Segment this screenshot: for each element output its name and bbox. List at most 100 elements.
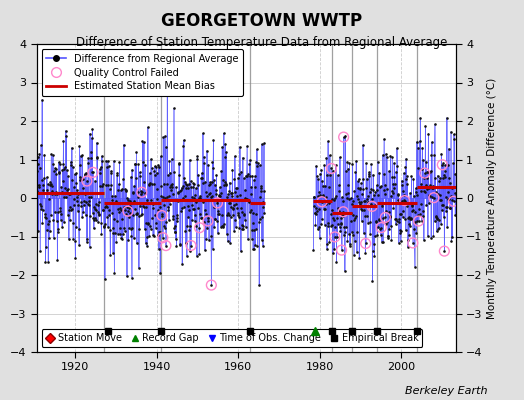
Point	[230, 176, 238, 183]
Point	[47, 212, 55, 218]
Point	[390, 160, 398, 166]
Point	[245, 209, 254, 216]
Point	[203, 215, 212, 221]
Point	[386, 213, 394, 219]
Point	[126, 225, 135, 232]
Point	[110, 216, 118, 222]
Point	[234, 175, 242, 181]
Point	[351, 215, 359, 222]
Point	[317, 166, 325, 173]
Point	[100, 276, 108, 282]
Point	[400, 197, 409, 203]
Point	[436, 197, 445, 203]
Point	[61, 185, 69, 191]
Point	[237, 248, 245, 255]
Point	[43, 180, 52, 187]
Point	[395, 219, 403, 225]
Point	[166, 170, 174, 176]
Point	[445, 174, 454, 181]
Point	[84, 197, 93, 204]
Point	[118, 186, 127, 192]
Point	[98, 183, 106, 189]
Point	[394, 192, 402, 199]
Point	[400, 197, 409, 204]
Point	[220, 220, 228, 227]
Point	[147, 156, 155, 162]
Point	[41, 244, 50, 250]
Point	[145, 181, 153, 188]
Point	[406, 216, 414, 223]
Point	[115, 209, 123, 215]
Point	[443, 203, 452, 210]
Point	[338, 212, 346, 218]
Point	[80, 191, 89, 197]
Point	[161, 133, 169, 139]
Point	[353, 184, 362, 191]
Point	[31, 206, 40, 213]
Point	[384, 232, 392, 239]
Point	[446, 205, 455, 211]
Point	[74, 226, 83, 232]
Point	[189, 184, 197, 191]
Point	[51, 190, 60, 197]
Point	[125, 214, 134, 220]
Point	[414, 165, 422, 172]
Point	[349, 232, 357, 238]
Point	[403, 203, 411, 210]
Point	[72, 198, 81, 204]
Point	[450, 136, 458, 142]
Point	[389, 181, 397, 187]
Point	[36, 201, 45, 207]
Point	[215, 210, 223, 217]
Point	[405, 232, 413, 238]
Point	[97, 231, 106, 237]
Point	[144, 219, 152, 226]
Point	[335, 188, 343, 194]
Point	[185, 180, 193, 187]
Point	[359, 176, 367, 182]
Point	[85, 202, 93, 208]
Point	[101, 221, 110, 228]
Point	[345, 160, 354, 166]
Point	[417, 188, 425, 194]
Point	[58, 224, 67, 230]
Point	[87, 155, 95, 161]
Point	[177, 187, 185, 193]
Point	[162, 242, 170, 249]
Point	[429, 182, 437, 189]
Point	[142, 220, 150, 226]
Point	[382, 150, 390, 157]
Point	[238, 208, 246, 215]
Point	[387, 223, 395, 230]
Point	[62, 132, 70, 139]
Point	[214, 211, 222, 218]
Point	[124, 237, 133, 243]
Point	[336, 228, 344, 235]
Point	[169, 191, 177, 198]
Point	[408, 208, 417, 214]
Point	[166, 201, 174, 208]
Point	[116, 230, 124, 237]
Point	[199, 130, 207, 137]
Point	[108, 193, 116, 200]
Point	[167, 197, 176, 204]
Point	[138, 189, 146, 196]
Point	[199, 180, 208, 187]
Point	[38, 96, 46, 103]
Point	[163, 204, 172, 210]
Point	[353, 229, 362, 236]
Point	[450, 131, 458, 138]
Point	[110, 269, 118, 276]
Point	[124, 208, 132, 214]
Point	[333, 233, 341, 240]
Point	[222, 182, 230, 188]
Point	[223, 238, 232, 245]
Point	[183, 182, 191, 188]
Point	[428, 184, 436, 191]
Point	[417, 181, 425, 187]
Point	[206, 194, 215, 200]
Point	[357, 180, 365, 186]
Point	[313, 193, 322, 200]
Point	[243, 172, 251, 179]
Point	[192, 199, 201, 206]
